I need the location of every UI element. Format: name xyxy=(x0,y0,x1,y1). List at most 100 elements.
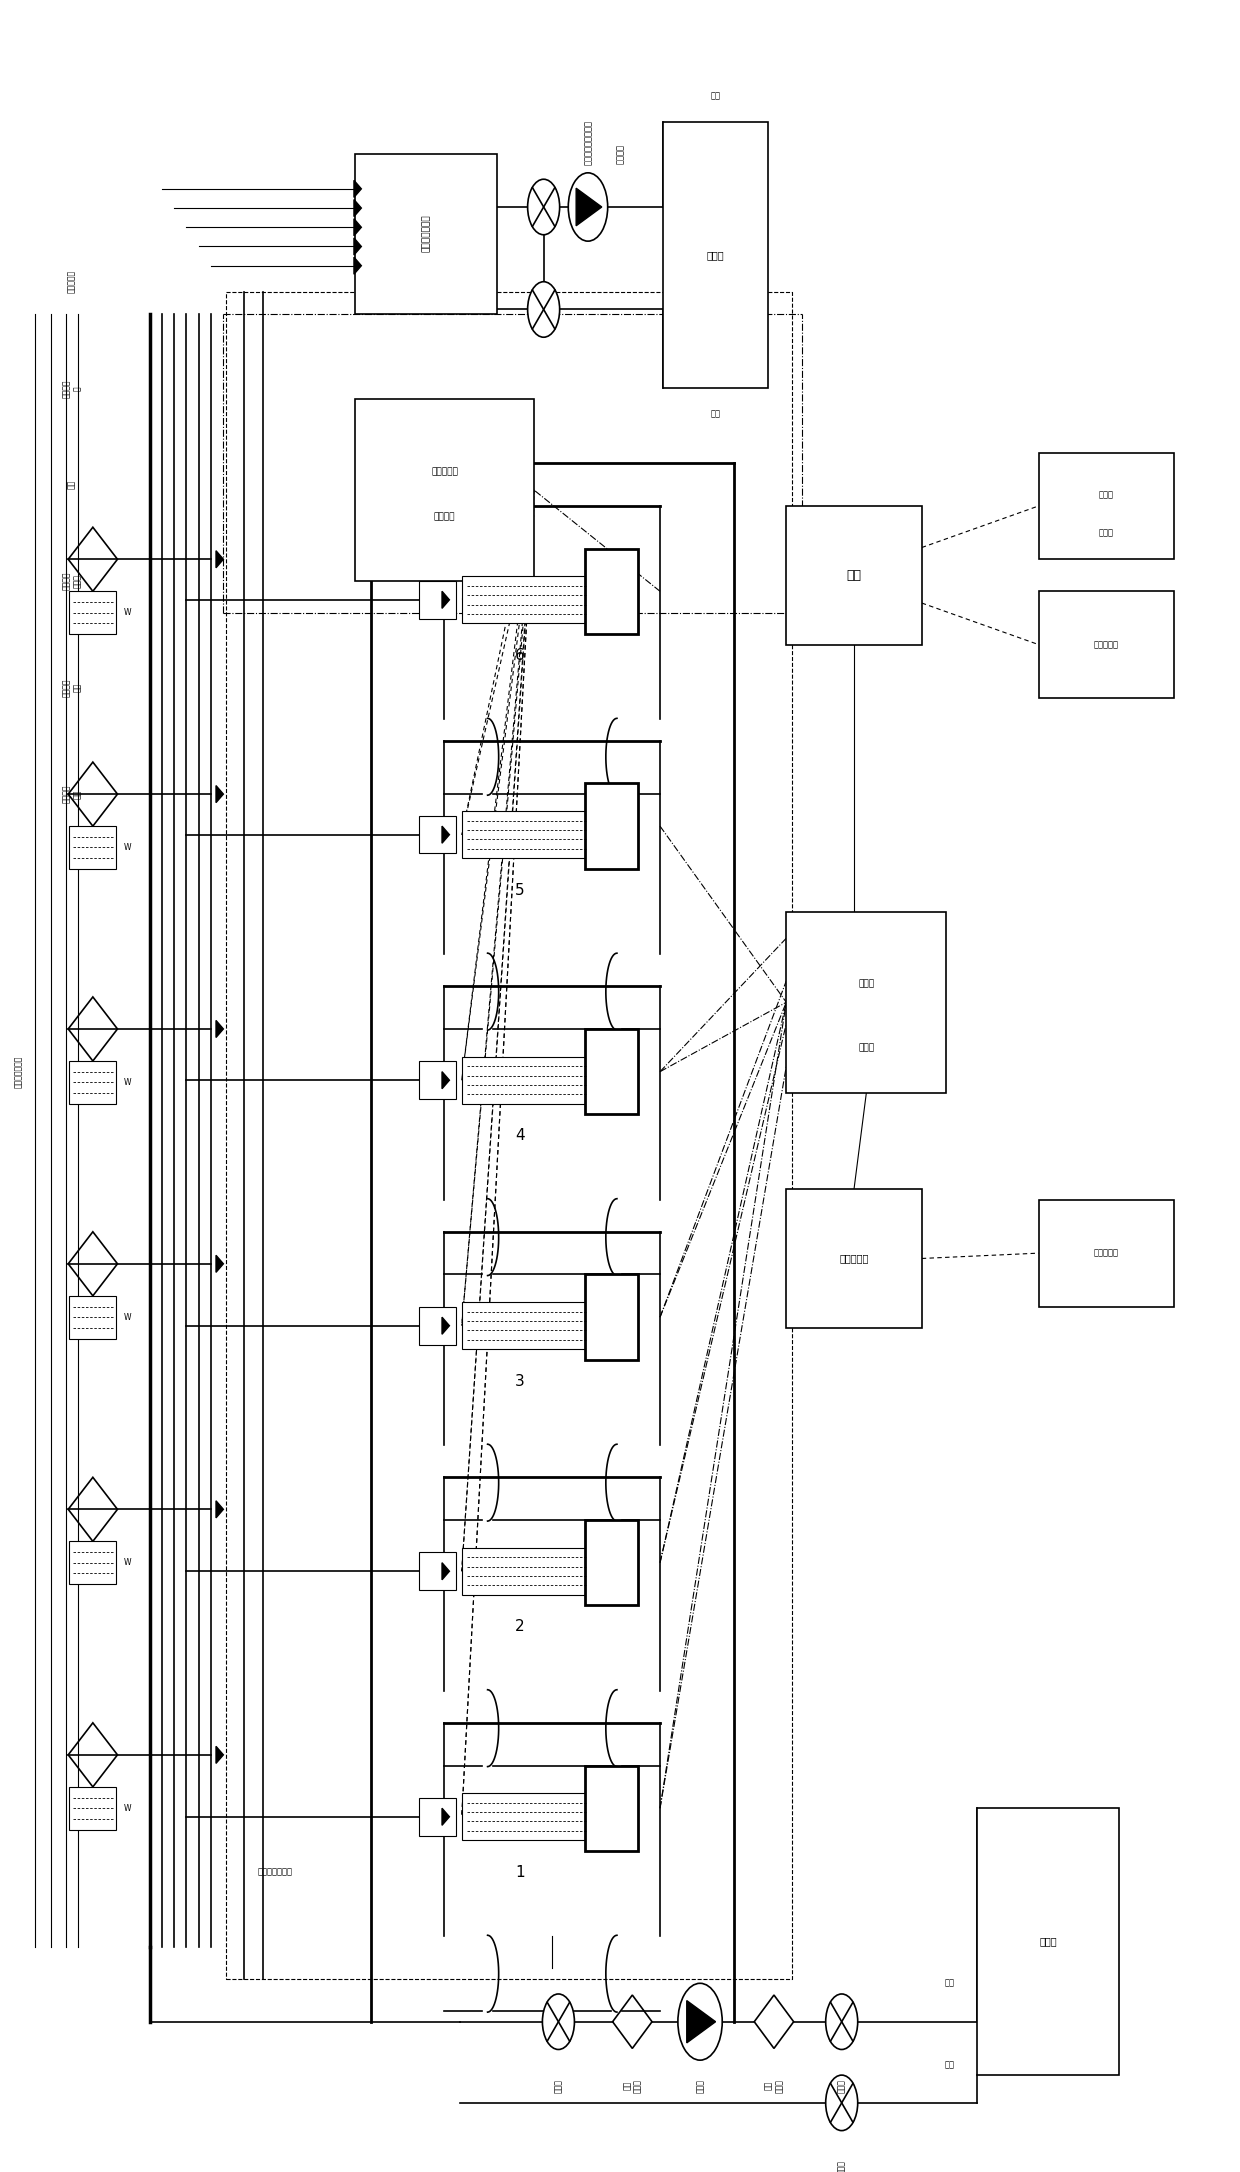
Bar xyxy=(786,506,921,645)
Bar xyxy=(584,550,639,634)
Polygon shape xyxy=(441,1071,449,1088)
Polygon shape xyxy=(353,200,361,217)
Text: 回液: 回液 xyxy=(711,411,720,419)
Bar xyxy=(355,400,533,580)
Circle shape xyxy=(568,174,608,241)
Bar xyxy=(69,591,117,634)
Text: 甲醇装置: 甲醇装置 xyxy=(615,143,625,163)
Polygon shape xyxy=(441,1809,449,1824)
Text: 起动: 起动 xyxy=(67,480,77,489)
Text: 供油: 供油 xyxy=(945,1979,955,1987)
Circle shape xyxy=(826,1994,858,2050)
Polygon shape xyxy=(353,219,361,237)
Polygon shape xyxy=(216,1501,223,1518)
Text: 4: 4 xyxy=(515,1127,525,1142)
Bar xyxy=(786,1188,921,1327)
Circle shape xyxy=(678,1983,722,2061)
Text: 转速传感器: 转速传感器 xyxy=(1094,641,1118,649)
Text: 6: 6 xyxy=(515,647,525,662)
Text: 柴油进汽
管路: 柴油进汽 管路 xyxy=(62,784,82,804)
Text: 柴油机调速手柄: 柴油机调速手柄 xyxy=(258,1868,293,1877)
Text: 甲醇喷射器: 甲醇喷射器 xyxy=(67,269,77,293)
Text: 调速控制器: 调速控制器 xyxy=(839,1253,869,1264)
Text: 进汽阀: 进汽阀 xyxy=(837,2079,846,2092)
Bar xyxy=(226,293,792,1979)
Text: 电磁阀或
喷射泵: 电磁阀或 喷射泵 xyxy=(62,571,82,591)
Bar xyxy=(69,1542,117,1583)
Bar xyxy=(1039,452,1174,558)
Circle shape xyxy=(528,180,559,235)
Bar xyxy=(584,784,639,869)
Bar xyxy=(419,582,455,619)
Bar xyxy=(461,1058,591,1103)
Text: 模拟式: 模拟式 xyxy=(1099,491,1114,500)
Polygon shape xyxy=(216,1021,223,1038)
Text: 转速传感
器: 转速传感 器 xyxy=(62,380,82,397)
Text: 供液: 供液 xyxy=(711,91,720,100)
Polygon shape xyxy=(216,552,223,567)
Text: 1: 1 xyxy=(515,1866,525,1879)
Text: 仪表板: 仪表板 xyxy=(1099,528,1114,536)
Polygon shape xyxy=(216,1746,223,1764)
Text: 柴油
滤清器: 柴油 滤清器 xyxy=(622,2079,642,2092)
Text: W: W xyxy=(124,843,131,851)
Text: 调速执行器: 调速执行器 xyxy=(1094,1249,1118,1258)
Bar xyxy=(461,1794,591,1840)
Circle shape xyxy=(542,1994,574,2050)
Text: W: W xyxy=(124,608,131,617)
Text: 2: 2 xyxy=(515,1620,525,1633)
Circle shape xyxy=(826,2074,858,2131)
Text: W: W xyxy=(124,1077,131,1086)
Polygon shape xyxy=(216,1255,223,1273)
Text: 甲醒算: 甲醒算 xyxy=(707,250,724,261)
Text: 回油: 回油 xyxy=(945,2059,955,2070)
Bar xyxy=(663,122,768,389)
Text: 柴油算: 柴油算 xyxy=(1039,1937,1056,1946)
Bar xyxy=(419,817,455,854)
Bar xyxy=(69,1297,117,1338)
Text: 柴油泵: 柴油泵 xyxy=(696,2079,704,2092)
Bar xyxy=(461,576,591,623)
Bar xyxy=(461,1549,591,1594)
Bar xyxy=(461,1303,591,1349)
Text: 调速器: 调速器 xyxy=(858,1043,874,1051)
Bar xyxy=(1039,591,1174,697)
Bar xyxy=(584,1520,639,1605)
Polygon shape xyxy=(577,189,601,226)
Polygon shape xyxy=(353,256,361,274)
Bar xyxy=(1039,1199,1174,1308)
Text: 控制装置: 控制装置 xyxy=(434,513,455,521)
Bar xyxy=(69,825,117,869)
Text: 柴油
滤清器: 柴油 滤清器 xyxy=(764,2079,784,2092)
Text: 3: 3 xyxy=(515,1373,525,1388)
Text: 5: 5 xyxy=(515,882,525,897)
Bar xyxy=(584,1275,639,1360)
Polygon shape xyxy=(441,825,449,843)
Text: W: W xyxy=(124,1312,131,1323)
Text: 甲醇蓄能器供压主管: 甲醇蓄能器供压主管 xyxy=(584,119,593,165)
Bar xyxy=(419,1553,455,1590)
Bar xyxy=(584,1030,639,1114)
Text: W: W xyxy=(124,1557,131,1568)
Text: 甲醇稀释浓度控: 甲醇稀释浓度控 xyxy=(15,1056,24,1088)
Text: 柴油机: 柴油机 xyxy=(858,980,874,988)
Circle shape xyxy=(528,282,559,337)
Polygon shape xyxy=(441,1562,449,1579)
Text: 甲醇进汽
管路: 甲醇进汽 管路 xyxy=(62,678,82,697)
Bar xyxy=(786,912,946,1093)
Polygon shape xyxy=(687,2000,715,2044)
Bar xyxy=(419,1798,455,1835)
Bar xyxy=(419,1308,455,1344)
Bar xyxy=(584,1766,639,1851)
Bar xyxy=(355,154,497,313)
Bar xyxy=(69,1060,117,1103)
Text: 甲醒稳压分配器: 甲醒稳压分配器 xyxy=(422,215,430,252)
Polygon shape xyxy=(353,180,361,198)
Bar xyxy=(977,1809,1118,2074)
Bar xyxy=(69,1788,117,1829)
Polygon shape xyxy=(441,591,449,608)
Text: 电磁阀: 电磁阀 xyxy=(554,2079,563,2092)
Text: 进汽阀: 进汽阀 xyxy=(837,2159,846,2172)
Polygon shape xyxy=(441,1316,449,1334)
Polygon shape xyxy=(353,239,361,254)
